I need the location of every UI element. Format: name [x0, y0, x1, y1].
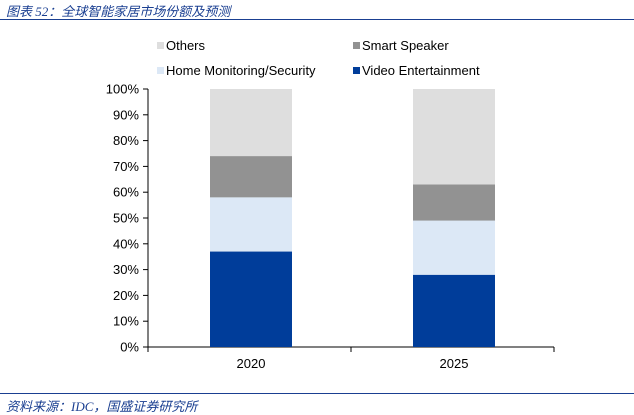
y-tick-label: 30%: [113, 262, 139, 277]
y-tick-label: 100%: [106, 82, 140, 97]
bar-segment-2020-video-entertainment: [210, 251, 292, 347]
y-tick-label: 20%: [113, 288, 139, 303]
bar-segment-2025-home-monitoring-security: [413, 220, 495, 275]
source-rule: [0, 393, 634, 394]
y-tick-label: 90%: [113, 107, 139, 122]
title-rule: [0, 19, 634, 20]
bar-segment-2020-smart-speaker: [210, 156, 292, 198]
legend-label: Smart Speaker: [362, 38, 449, 53]
y-tick-label: 70%: [113, 159, 139, 174]
legend-swatch: [353, 42, 360, 49]
x-tick-label: 2020: [237, 356, 266, 371]
chart-bars: [210, 89, 495, 347]
legend-swatch: [353, 67, 360, 74]
y-tick-label: 40%: [113, 236, 139, 251]
legend-label: Video Entertainment: [362, 63, 480, 78]
y-tick-label: 10%: [113, 314, 139, 329]
bar-segment-2025-smart-speaker: [413, 184, 495, 221]
bar-segment-2025-video-entertainment: [413, 274, 495, 347]
y-tick-label: 80%: [113, 133, 139, 148]
bar-segment-2025-others: [413, 89, 495, 185]
bar-segment-2020-home-monitoring-security: [210, 197, 292, 252]
y-tick-label: 0%: [120, 340, 139, 355]
figure-title: 图表 52：全球智能家居市场份额及预测: [6, 4, 231, 19]
legend-label: Others: [166, 38, 206, 53]
legend-label: Home Monitoring/Security: [166, 63, 316, 78]
chart-legend: Others Smart Speaker Home Monitoring/Secur…: [157, 38, 480, 78]
x-tick-label: 2025: [440, 356, 469, 371]
y-tick-label: 50%: [113, 211, 139, 226]
legend-swatch: [157, 67, 164, 74]
bar-segment-2020-others: [210, 89, 292, 157]
legend-swatch: [157, 42, 164, 49]
chart-axes: 0% 10% 20% 30% 40% 50% 60% 70% 80% 90% 100% 2020 202…: [106, 82, 555, 371]
y-tick-label: 60%: [113, 185, 139, 200]
source-note: 资料来源：IDC，国盛证券研究所: [6, 399, 198, 414]
